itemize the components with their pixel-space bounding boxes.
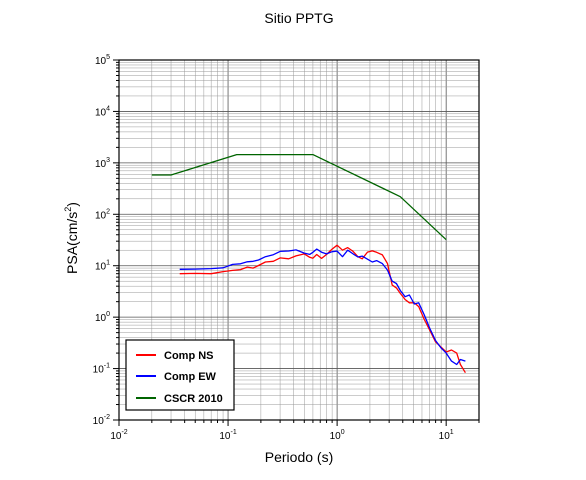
y-tick-label-base: 10 (95, 107, 107, 118)
legend-item-ew: Comp EW (136, 371, 217, 383)
axis-ticks (113, 59, 480, 426)
legend-item-cscr: CSCR 2010 (136, 393, 223, 405)
x-tick-label-base: 10 (439, 431, 451, 442)
y-tick-label: 104 (95, 105, 110, 118)
y-tick-label-exp: -1 (104, 363, 110, 370)
legend-label-ew: Comp EW (164, 371, 217, 383)
y-tick-label: 103 (95, 157, 110, 170)
x-tick-label-exp: -2 (121, 429, 127, 436)
x-tick-label-base: 10 (330, 431, 342, 442)
plot-frame (118, 59, 480, 421)
x-axis-label: Periodo (s) (265, 449, 333, 465)
legend-label-ns: Comp NS (164, 350, 214, 362)
x-tick-label-base: 10 (219, 431, 231, 442)
legend-label-cscr: CSCR 2010 (164, 393, 223, 405)
y-tick-label-base: 10 (95, 262, 107, 273)
y-tick-label-base: 10 (95, 313, 107, 324)
x-tick-label-exp: 0 (341, 429, 345, 436)
x-tick-labels: 10-2 10-1 100 101 (110, 429, 453, 442)
y-axis-label-sup: 2 (63, 207, 73, 212)
y-tick-label: 101 (95, 260, 110, 273)
y-axis-label-end: ) (64, 202, 80, 207)
grid (118, 59, 480, 421)
legend: Comp NS Comp EW CSCR 2010 (125, 339, 235, 411)
y-tick-label-base: 10 (95, 159, 107, 170)
y-tick-label-base: 10 (95, 56, 107, 67)
y-tick-label: 105 (95, 54, 110, 67)
chart-title: Sitio PPTG (264, 10, 333, 26)
series-line-comp-ns (179, 244, 466, 374)
y-tick-label-exp: 4 (106, 105, 110, 112)
x-tick-label: 10-1 (219, 429, 236, 442)
y-axis-label-base: PSA(cm/s (64, 212, 80, 274)
y-tick-label-exp: 3 (106, 157, 110, 164)
y-axis-label: PSA(cm/s2) (63, 202, 80, 274)
y-tick-label: 100 (95, 311, 110, 324)
x-tick-label: 101 (439, 429, 454, 442)
y-tick-label-exp: 0 (106, 311, 110, 318)
x-tick-label-base: 10 (110, 431, 122, 442)
series-layer (151, 153, 466, 374)
y-tick-label: 10-1 (93, 363, 110, 376)
series-line-cscr-2010 (151, 153, 447, 241)
x-tick-label-exp: 1 (450, 429, 454, 436)
y-tick-label-exp: 1 (106, 260, 110, 267)
y-tick-label-exp: -2 (104, 414, 110, 421)
y-tick-label-base: 10 (95, 210, 107, 221)
legend-item-ns: Comp NS (136, 350, 214, 362)
series-line-comp-ew (179, 248, 466, 366)
x-tick-label-exp: -1 (231, 429, 237, 436)
y-tick-label: 102 (95, 208, 110, 221)
y-tick-label-base: 10 (93, 365, 105, 376)
x-tick-label: 100 (330, 429, 345, 442)
y-tick-label: 10-2 (93, 414, 110, 427)
x-tick-label: 10-2 (110, 429, 127, 442)
y-tick-label-exp: 2 (106, 208, 110, 215)
y-tick-label-exp: 5 (106, 54, 110, 61)
y-tick-label-base: 10 (93, 416, 105, 427)
